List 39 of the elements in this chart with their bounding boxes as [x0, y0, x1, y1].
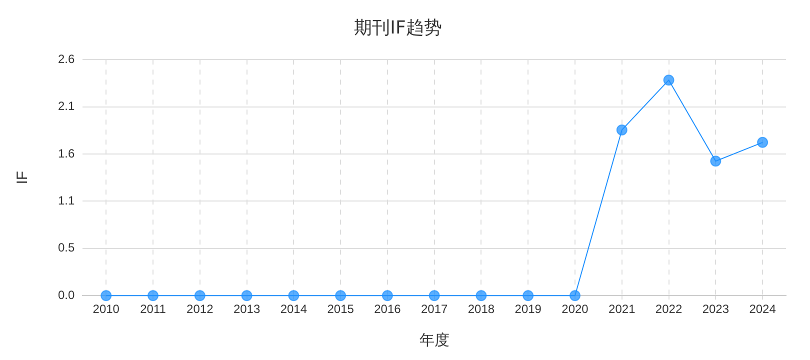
y-axis-title: IF — [14, 170, 32, 184]
y-tick-label: 2.1 — [58, 99, 75, 114]
point — [428, 290, 440, 302]
point — [522, 290, 534, 302]
x-tick-label: 2011 — [140, 302, 166, 316]
y-tick-label: 0.5 — [58, 240, 75, 255]
point — [570, 290, 581, 302]
point — [335, 290, 346, 302]
y-tick-label: 1.1 — [58, 194, 75, 208]
x-tick-label: 2023 — [702, 302, 730, 316]
x-tick-label: 2021 — [608, 302, 636, 316]
point — [148, 290, 159, 302]
point — [757, 136, 768, 148]
x-tick-label: 2020 — [562, 302, 589, 316]
point — [663, 74, 674, 86]
x-tick-label: 2024 — [749, 302, 776, 316]
x-tick-label: 2016 — [374, 302, 402, 316]
point — [194, 290, 206, 302]
chart-title: 期刊IF趋势 — [354, 17, 442, 38]
x-tick-label: 2017 — [420, 302, 448, 316]
x-tick-label: 2013 — [233, 302, 260, 316]
point — [476, 290, 487, 302]
x-tick-label: 2015 — [327, 302, 354, 316]
point — [100, 290, 112, 302]
point — [616, 124, 628, 136]
x-axis-title: 年度 — [419, 332, 450, 350]
point — [710, 156, 722, 167]
y-tick-label: 2.6 — [58, 52, 75, 66]
point — [241, 290, 252, 302]
x-tick-label: 2010 — [92, 302, 120, 316]
y-tick-label: 0.0 — [58, 288, 75, 302]
x-tick-label: 2022 — [655, 302, 682, 316]
point — [288, 290, 300, 302]
y-tick-label: 1.6 — [58, 146, 75, 160]
x-tick-label: 2019 — [514, 302, 542, 316]
point — [382, 290, 393, 302]
x-tick-label: 2014 — [280, 302, 308, 316]
x-tick-label: 2012 — [186, 302, 214, 316]
x-tick-label: 2018 — [468, 302, 495, 316]
